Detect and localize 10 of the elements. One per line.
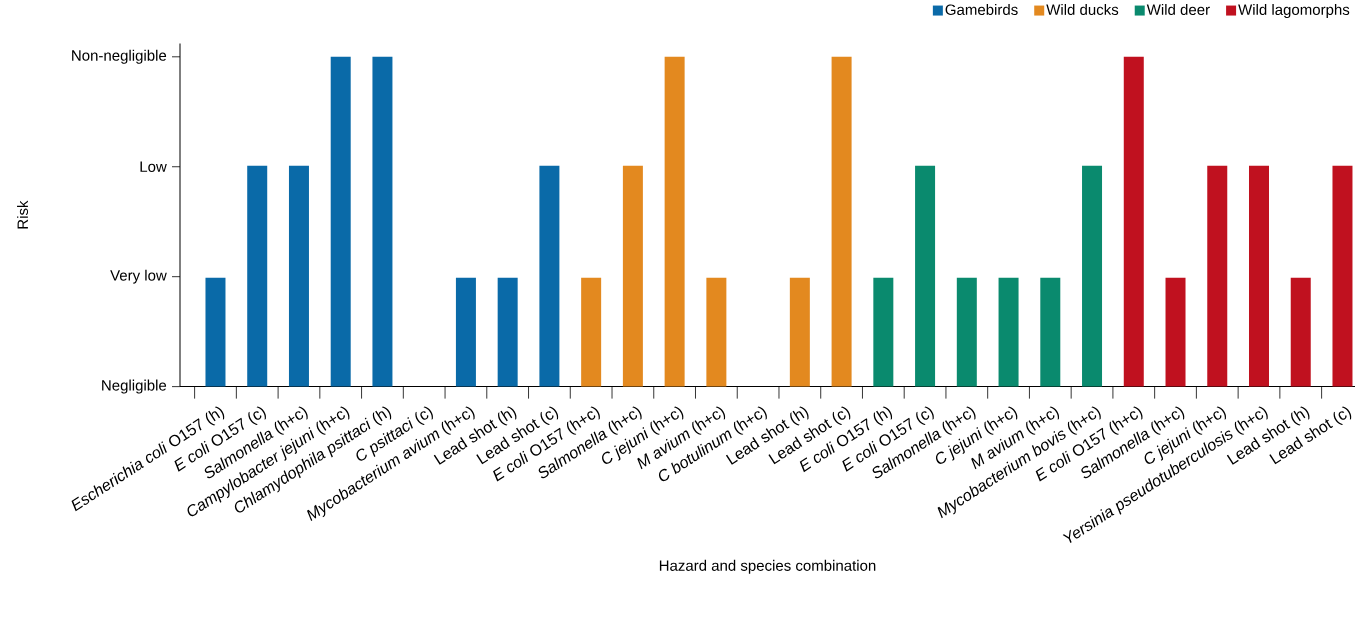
y-axis-title: Risk — [17, 200, 29, 229]
text: Low — [140, 161, 167, 173]
legend-label: Gamebirds — [945, 4, 1018, 16]
legend-label: Wild deer — [1146, 4, 1210, 16]
x-axis-title: Hazard and species combination — [659, 560, 876, 575]
text: Very low — [110, 269, 167, 284]
text: Negligible — [102, 379, 167, 394]
legend-label: Wild ducks — [1046, 4, 1119, 16]
text: Non-negligible — [72, 50, 167, 64]
legend-label: Wild lagomorphs — [1238, 4, 1350, 19]
